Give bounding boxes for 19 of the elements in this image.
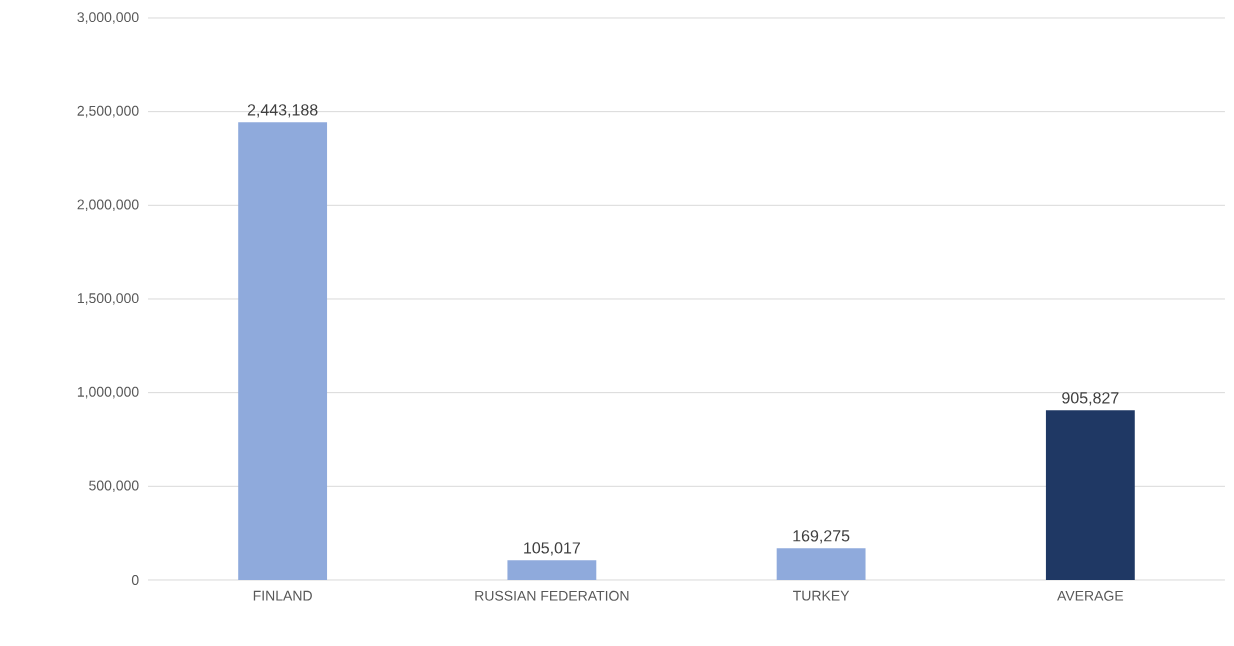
y-tick-label: 2,500,000 (77, 105, 139, 118)
x-tick-label: FINLAND (253, 590, 312, 601)
x-tick-label: TURKEY (793, 590, 850, 601)
x-tick-label: RUSSIAN FEDERATION (475, 590, 629, 601)
y-tick-label: 1,000,000 (77, 386, 139, 399)
bar (238, 122, 328, 580)
y-tick-label: 2,000,000 (77, 199, 139, 212)
y-tick-label: 1,500,000 (77, 293, 139, 305)
data-label: 2,443,188 (247, 104, 318, 118)
bar (776, 548, 866, 580)
bar (1045, 410, 1135, 580)
y-tick-label: 3,000,000 (77, 12, 139, 24)
data-label: 105,017 (524, 542, 580, 556)
y-tick-label: 500,000 (89, 480, 139, 493)
data-label: 905,827 (1062, 392, 1119, 406)
y-tick-label: 0 (131, 575, 139, 585)
x-tick-label: AVERAGE (1057, 590, 1124, 601)
bar (507, 560, 597, 580)
data-label: 169,275 (793, 530, 850, 544)
